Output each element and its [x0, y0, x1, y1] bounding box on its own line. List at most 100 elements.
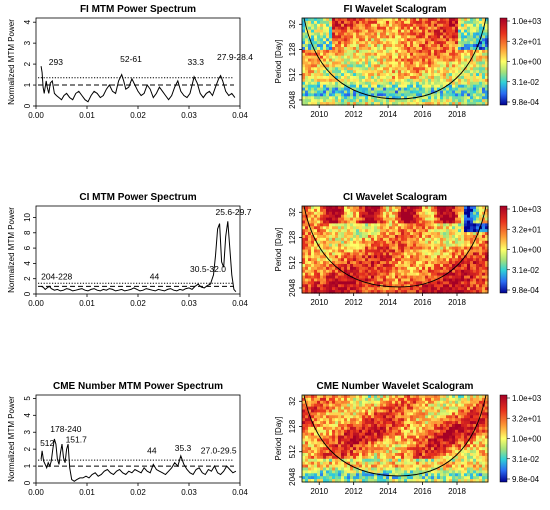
power-cell [380, 235, 384, 239]
power-cell [389, 403, 393, 408]
power-cell [317, 90, 321, 94]
power-cell [362, 424, 366, 428]
power-cell [449, 397, 453, 402]
power-cell [356, 400, 360, 405]
power-cell [386, 235, 390, 239]
power-cell [389, 206, 393, 210]
power-cell [404, 47, 408, 51]
power-cell [422, 226, 426, 230]
power-cell [389, 49, 393, 54]
power-cell [476, 255, 480, 259]
power-cell [377, 223, 381, 227]
colorbar-label: 9.8e-04 [512, 98, 540, 107]
power-cell [479, 29, 483, 34]
power-cell [461, 61, 465, 65]
power-cell [443, 58, 447, 63]
power-cell [332, 90, 336, 94]
power-cell [452, 432, 456, 437]
power-cell [395, 99, 399, 103]
power-cell [362, 290, 366, 294]
power-cell [446, 426, 450, 431]
power-cell [434, 214, 438, 219]
power-cell [359, 87, 363, 92]
power-cell [422, 426, 426, 431]
power-cell [329, 252, 333, 256]
power-cell [305, 96, 309, 100]
power-cell [371, 403, 375, 408]
power-cell [425, 26, 429, 31]
power-cell [317, 412, 321, 416]
power-cell [302, 249, 306, 253]
power-cell [380, 400, 384, 405]
power-cell [413, 240, 417, 245]
power-cell [395, 81, 399, 86]
power-cell [311, 47, 315, 51]
power-cell [320, 96, 324, 100]
power-cell [347, 415, 351, 419]
power-cell [389, 70, 393, 74]
power-cell [467, 81, 471, 86]
power-cell [413, 220, 417, 224]
power-cell [455, 99, 459, 103]
power-cell [476, 441, 480, 445]
power-cell [401, 395, 405, 399]
power-cell [362, 287, 366, 291]
power-cell [332, 249, 336, 253]
power-cell [443, 429, 447, 434]
power-cell [347, 20, 351, 25]
power-cell [371, 23, 375, 28]
power-cell [482, 252, 486, 256]
power-cell [482, 73, 486, 77]
power-cell [485, 246, 489, 251]
power-cell [455, 444, 459, 448]
power-cell [428, 290, 432, 294]
power-cell [305, 73, 309, 77]
power-cell [428, 81, 432, 86]
power-cell [323, 70, 327, 74]
power-cell [416, 258, 420, 262]
power-cell [326, 409, 330, 413]
power-cell [323, 403, 327, 408]
power-cell [467, 99, 471, 103]
power-cell [398, 76, 402, 80]
power-cell [392, 418, 396, 422]
power-cell [467, 52, 471, 57]
power-cell [440, 217, 444, 222]
power-cell [407, 61, 411, 65]
power-cell [437, 93, 441, 97]
power-cell [380, 403, 384, 408]
power-cell [302, 47, 306, 51]
power-cell [317, 211, 321, 216]
power-cell [326, 232, 330, 236]
power-cell [422, 438, 426, 442]
power-cell [368, 76, 372, 80]
power-cell [437, 432, 441, 437]
power-cell [470, 235, 474, 239]
power-cell [392, 429, 396, 434]
power-cell [395, 76, 399, 80]
power-cell [389, 421, 393, 425]
power-cell [437, 55, 441, 60]
power-cell [329, 226, 333, 230]
power-cell [338, 38, 342, 42]
power-cell [425, 426, 429, 431]
power-cell [401, 278, 405, 282]
power-cell [395, 403, 399, 408]
power-cell [482, 78, 486, 83]
power-cell [419, 87, 423, 92]
power-cell [413, 237, 417, 242]
power-cell [416, 418, 420, 422]
power-cell [317, 409, 321, 413]
power-cell [338, 223, 342, 227]
power-cell [401, 409, 405, 413]
power-cell [476, 93, 480, 97]
power-cell [386, 281, 390, 285]
power-cell [428, 206, 432, 210]
power-cell [344, 87, 348, 92]
power-cell [464, 237, 468, 242]
power-cell [437, 226, 441, 230]
power-cell [377, 240, 381, 245]
power-cell [308, 395, 312, 399]
power-cell [398, 44, 402, 48]
power-cell [437, 435, 441, 440]
